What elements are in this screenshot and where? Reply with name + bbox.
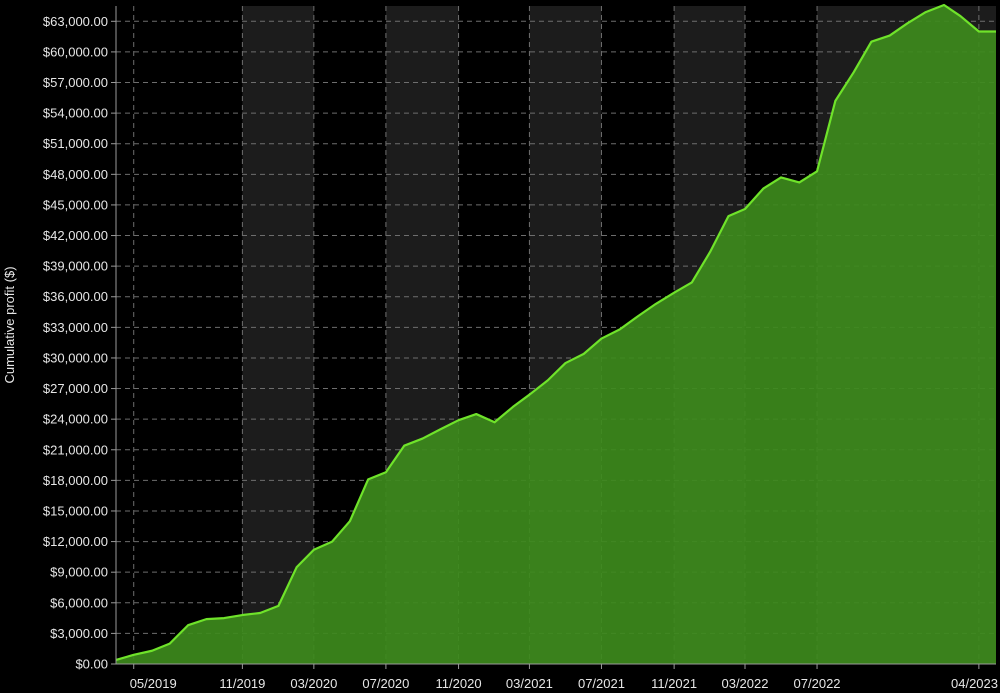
x-tick-label-9: 07/2022 — [794, 676, 841, 691]
y-tick-label-7: $21,000.00 — [43, 442, 108, 457]
y-tick-label-18: $54,000.00 — [43, 106, 108, 121]
y-tick-label-2: $6,000.00 — [50, 595, 108, 610]
y-tick-label-9: $27,000.00 — [43, 381, 108, 396]
y-tick-label-16: $48,000.00 — [43, 167, 108, 182]
y-axis-title: Cumulative profit ($) — [2, 266, 17, 383]
y-tick-label-14: $42,000.00 — [43, 228, 108, 243]
y-tick-label-1: $3,000.00 — [50, 626, 108, 641]
y-tick-label-3: $9,000.00 — [50, 565, 108, 580]
x-tick-label-4: 11/2020 — [436, 676, 482, 691]
x-tick-label-10: 04/2023 — [951, 676, 998, 691]
profit-line — [115, 3, 996, 661]
y-tick-label-17: $51,000.00 — [43, 136, 108, 151]
y-tick-label-4: $12,000.00 — [43, 534, 108, 549]
x-tick-label-5: 03/2021 — [506, 676, 553, 691]
y-tick-label-0: $0.00 — [75, 657, 108, 672]
x-tick-label-1: 11/2019 — [219, 676, 265, 691]
area-layer — [115, 3, 996, 665]
x-tick-label-6: 07/2021 — [578, 676, 625, 691]
profit-area-fill — [116, 4, 996, 665]
x-tick-label-8: 03/2022 — [721, 676, 768, 691]
x-axis-ticks: 05/2019 11/2019 03/2020 07/2020 11/2020 03/20… — [130, 664, 998, 691]
y-tick-label-20: $60,000.00 — [43, 44, 108, 59]
y-tick-label-6: $18,000.00 — [43, 473, 108, 488]
shaded-band-0 — [242, 6, 314, 664]
y-tick-label-10: $30,000.00 — [43, 350, 108, 365]
x-tick-label-0: 05/2019 — [130, 676, 177, 691]
x-tick-label-2: 03/2020 — [290, 676, 337, 691]
x-tick-label-3: 07/2020 — [362, 676, 409, 691]
y-tick-label-15: $45,000.00 — [43, 197, 108, 212]
y-tick-label-13: $39,000.00 — [43, 259, 108, 274]
x-tick-label-7: 11/2021 — [651, 676, 697, 691]
y-tick-label-12: $36,000.00 — [43, 289, 108, 304]
y-axis-ticks: $0.00 $3,000.00 $6,000.00 $9,000.00 $12,000.… — [43, 14, 116, 672]
y-tick-label-11: $33,000.00 — [43, 320, 108, 335]
y-tick-label-21: $63,000.00 — [43, 14, 108, 29]
y-tick-label-19: $57,000.00 — [43, 75, 108, 90]
y-tick-label-8: $24,000.00 — [43, 412, 108, 427]
y-tick-label-5: $15,000.00 — [43, 503, 108, 518]
